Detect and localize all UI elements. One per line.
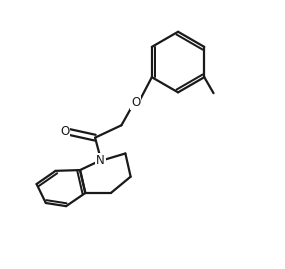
Text: O: O — [131, 96, 141, 109]
Text: O: O — [60, 125, 70, 138]
Text: N: N — [96, 154, 105, 167]
